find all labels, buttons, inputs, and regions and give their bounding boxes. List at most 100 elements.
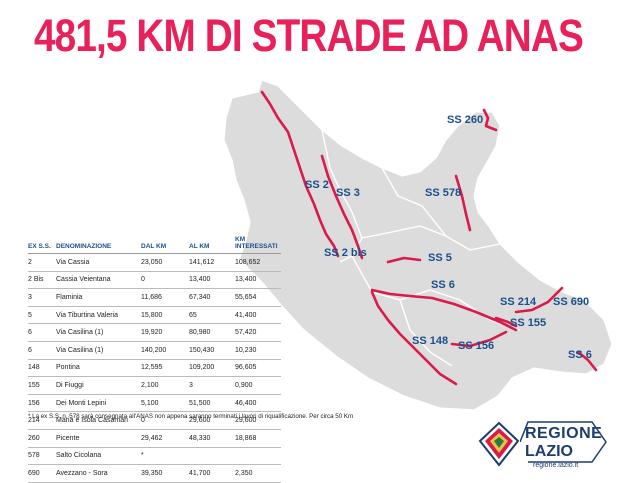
table-cell: 11,686 — [141, 288, 189, 307]
table-cell: 5 — [28, 306, 56, 325]
table-cell: * — [141, 447, 189, 466]
table-row: 2 Via Cassia 23,050 141,612 108,652 — [28, 253, 281, 272]
table-cell: 2,350 — [235, 464, 281, 483]
table-cell: 18,868 — [235, 429, 281, 448]
road-ss5 — [386, 256, 422, 264]
table-cell — [189, 447, 235, 466]
table-cell: 140,200 — [141, 341, 189, 360]
table-cell: Salto Cicolana — [56, 447, 141, 466]
label-ss2bis: SS 2 bis — [324, 247, 367, 259]
road-ss2 — [260, 90, 340, 258]
label-ss260: SS 260 — [447, 114, 483, 126]
table-cell — [235, 447, 281, 466]
label-ss155: SS 155 — [510, 317, 546, 329]
road-ss155 — [494, 316, 518, 328]
table-cell: Pontina — [56, 359, 141, 378]
logo-url: regione.lazio.it — [533, 462, 579, 469]
table-cell: Cassia Veientana — [56, 271, 141, 290]
regione-lazio-logo: REGIONE LAZIO regione.lazio.it — [478, 418, 608, 473]
table-cell: Di Fiuggi — [56, 376, 141, 395]
table-cell: 39,350 — [141, 464, 189, 483]
table-cell: 12,595 — [141, 359, 189, 378]
road-ss148 — [370, 290, 458, 386]
table-cell: 41,400 — [235, 306, 281, 325]
table-cell: 0 — [141, 411, 189, 430]
table-cell: 6 — [28, 341, 56, 360]
table-cell: 260 — [28, 429, 56, 448]
table-cell: Avezzano - Sora — [56, 464, 141, 483]
table-cell: 57,420 — [235, 323, 281, 342]
road-ss690 — [546, 286, 564, 304]
table-cell: 150,430 — [189, 341, 235, 360]
table-row: 690 Avezzano - Sora 39,350 41,700 2,350 — [28, 464, 281, 483]
table-cell: 0 — [141, 271, 189, 290]
table-cell: 15,800 — [141, 306, 189, 325]
table-row: 2 Bis Cassia Veientana 0 13,400 13,400 — [28, 271, 281, 290]
table-cell: 29,600 — [189, 411, 235, 430]
table-header-row: EX S.S. DENOMINAZIONE DAL KM AL KM KM IN… — [28, 232, 281, 254]
logo-text-regione: REGIONE — [525, 425, 603, 442]
table-cell: 141,612 — [189, 253, 235, 272]
table-row: 6 Via Casilina (1) 140,200 150,430 10,230 — [28, 341, 281, 360]
label-ss2: SS 2 — [305, 179, 329, 191]
table-cell: 2 — [28, 253, 56, 272]
table-cell: 6 — [28, 323, 56, 342]
roads-table: EX S.S. DENOMINAZIONE DAL KM AL KM KM IN… — [28, 232, 281, 483]
table-cell: 3 — [28, 288, 56, 307]
col-al-km: AL KM — [189, 232, 235, 254]
col-denominazione: DENOMINAZIONE — [56, 232, 141, 254]
col-ex-ss: EX S.S. — [28, 232, 56, 254]
table-cell: 156 — [28, 394, 56, 413]
table-cell: 3 — [189, 376, 235, 395]
logo-text-lazio: LAZIO — [525, 443, 573, 460]
table-row: 578 Salto Cicolana * — [28, 447, 281, 466]
table-row: 214 Maria e Isola Casamari 0 29,600 29,600 — [28, 411, 281, 430]
table-cell: 46,400 — [235, 394, 281, 413]
table-cell: 65 — [189, 306, 235, 325]
table-cell: 5,100 — [141, 394, 189, 413]
label-ss578: SS 578 — [425, 187, 461, 199]
footnote: * La ex S.S. n. 578 sarà consegnata all'… — [28, 413, 354, 420]
table-cell: 29,462 — [141, 429, 189, 448]
table-cell: 10,230 — [235, 341, 281, 360]
col-dal-km: DAL KM — [141, 232, 189, 254]
table-row: 260 Picente 29,462 48,330 18,868 — [28, 429, 281, 448]
regione-lazio-emblem-icon — [478, 421, 520, 467]
label-ss3: SS 3 — [336, 187, 360, 199]
table-cell: 155 — [28, 376, 56, 395]
table-cell: 80,980 — [189, 323, 235, 342]
lazio-landmass — [223, 79, 613, 411]
table-cell: Via Casilina (1) — [56, 341, 141, 360]
road-ss260 — [482, 108, 498, 132]
table-cell: 96,605 — [235, 359, 281, 378]
table-cell: 13,400 — [235, 271, 281, 290]
logo-frame — [520, 421, 607, 463]
table-cell: 51,500 — [189, 394, 235, 413]
label-ss214: SS 214 — [500, 296, 537, 308]
table-row: 6 Via Casilina (1) 19,920 80,980 57,420 — [28, 323, 281, 342]
road-ss214 — [514, 300, 550, 314]
table-cell: 29,600 — [235, 411, 281, 430]
table-cell: 19,920 — [141, 323, 189, 342]
table-cell: 55,654 — [235, 288, 281, 307]
label-ss690: SS 690 — [553, 296, 589, 308]
table-cell: Via Tiburtina Valeria — [56, 306, 141, 325]
province-border — [361, 225, 501, 251]
table-row: 5 Via Tiburtina Valeria 15,800 65 41,400 — [28, 306, 281, 325]
col-km-interessati: KM INTERESSATI — [235, 232, 281, 254]
table-cell: 578 — [28, 447, 56, 466]
table-cell: Via Casilina (1) — [56, 323, 141, 342]
table-cell: Via Cassia — [56, 253, 141, 272]
road-ss156 — [450, 330, 508, 348]
table-row: 155 Di Fiuggi 2,100 3 0,900 — [28, 376, 281, 395]
table-cell: 0,900 — [235, 376, 281, 395]
label-ss6a: SS 6 — [431, 279, 455, 291]
road-ss6-south — [576, 350, 598, 372]
table-cell: 2,100 — [141, 376, 189, 395]
label-ss6b: SS 6 — [568, 349, 592, 361]
table-row: 148 Pontina 12,595 109,200 96,605 — [28, 359, 281, 378]
table-cell: Maria e Isola Casamari — [56, 411, 141, 430]
road-ss578 — [454, 174, 472, 232]
table-cell: 108,652 — [235, 253, 281, 272]
page-headline: 481,5 KM DI STRADE AD ANAS — [34, 10, 584, 61]
